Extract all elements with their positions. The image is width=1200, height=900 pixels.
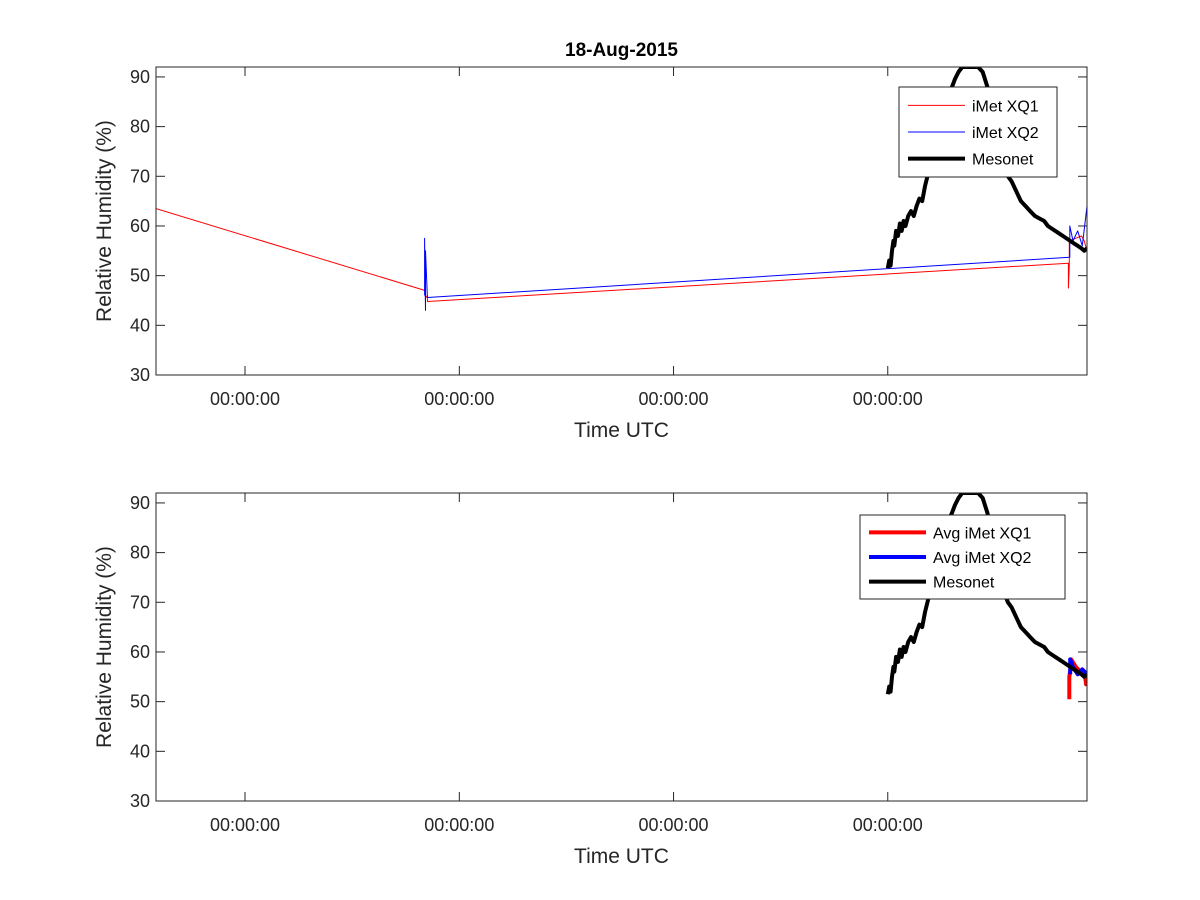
x-tick-label: 00:00:00 [424,389,494,409]
y-tick-label: 30 [130,791,150,811]
x-tick-label: 00:00:00 [639,389,709,409]
x-axis-label: Time UTC [574,419,669,442]
legend-label: Mesonet [972,152,1034,169]
x-tick-label: 00:00:00 [424,815,494,835]
legend: Avg iMet XQ1 Avg iMet XQ2 Mesonet [859,514,1066,600]
y-axis-label: Relative Humidity (%) [93,120,116,322]
y-axis-label: Relative Humidity (%) [93,546,116,748]
y-tick-label: 50 [130,692,150,712]
series-line-mesonet [885,493,1087,695]
y-tick-label: 70 [130,166,150,186]
chart-title: 18-Aug-2015 [565,40,678,61]
y-tick-label: 80 [130,117,150,137]
y-tick-label: 40 [130,315,150,335]
legend: iMet XQ1 iMet XQ2 Mesonet [898,86,1058,178]
y-tick-label: 70 [130,592,150,612]
series-line-mesonet [885,67,1087,269]
x-tick-label: 00:00:00 [210,389,280,409]
y-tick-label: 80 [130,543,150,563]
legend-label: iMet XQ2 [972,125,1039,142]
chart-panel-1: 30 40 50 60 70 80 90 00:00:00 00:00:00 00:00:00 00… [93,40,1088,442]
legend-label: Avg iMet XQ1 [933,525,1032,542]
y-tick-label: 60 [130,216,150,236]
chart-panel-2: 30 40 50 60 70 80 90 00:00:00 00:00:00 00:00:00 00… [93,492,1088,868]
y-tick-label: 40 [130,741,150,761]
legend-label: Avg iMet XQ2 [933,550,1032,567]
x-tick-label: 00:00:00 [639,815,709,835]
x-tick-label: 00:00:00 [210,815,280,835]
y-tick-label: 90 [130,67,150,87]
y-tick-label: 30 [130,365,150,385]
axes-box [155,492,1088,802]
legend-label: Mesonet [933,575,995,592]
x-axis-label: Time UTC [574,845,669,868]
y-tick-label: 90 [130,493,150,513]
x-tick-label: 00:00:00 [853,815,923,835]
legend-label: iMet XQ1 [972,98,1039,115]
axes-box [155,66,1088,376]
series-line-imet-xq2 [424,205,1087,375]
x-tick-label: 00:00:00 [853,389,923,409]
y-tick-label: 60 [130,642,150,662]
y-tick-label: 50 [130,266,150,286]
